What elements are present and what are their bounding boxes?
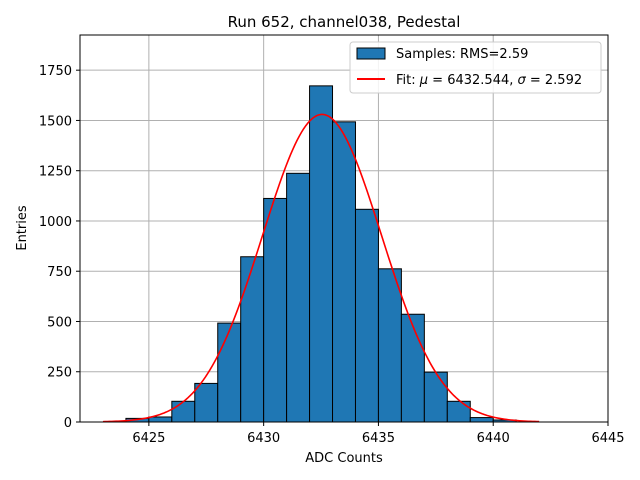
- histogram-bar: [469, 417, 494, 423]
- x-axis-label: ADC Counts: [305, 451, 383, 466]
- legend-box: [349, 41, 602, 94]
- legend-fit-text-3: = 2.592: [526, 73, 582, 88]
- chart-title: Run 652, channel038, Pedestal: [228, 13, 461, 31]
- y-tick-label: 1500: [39, 114, 72, 129]
- histogram-bars: [125, 85, 517, 423]
- x-tick-label: 6435: [362, 431, 395, 446]
- y-tick-label: 1000: [39, 215, 72, 230]
- x-tick-label: 6430: [247, 431, 280, 446]
- y-axis-label: Entries: [15, 205, 30, 251]
- histogram-bar: [423, 371, 448, 423]
- y-tick-label: 750: [47, 265, 72, 280]
- histogram-bar: [309, 85, 334, 423]
- axis-ticks: 6425 6430 6435 6440 6445 0 250 500 750 1000 1250 15…: [39, 64, 625, 446]
- legend-swatch-samples: [356, 47, 386, 60]
- histogram-bar: [286, 172, 311, 423]
- legend-label-fit: Fit: μ = 6432.544, σ = 2.592: [396, 73, 582, 88]
- y-tick-label: 1250: [39, 165, 72, 180]
- fit-line: [102, 113, 540, 423]
- y-tick-label: 500: [47, 315, 72, 330]
- histogram-bar: [354, 208, 379, 423]
- histogram-bar: [377, 268, 402, 423]
- x-tick-label: 6445: [591, 431, 624, 446]
- y-tick-label: 1750: [39, 64, 72, 79]
- y-tick-label: 250: [47, 366, 72, 381]
- legend-fit-mu-symbol: μ: [419, 73, 428, 88]
- plot-frame: [79, 34, 609, 423]
- histogram-bar: [332, 121, 356, 423]
- x-tick-label: 6440: [477, 431, 510, 446]
- histogram-bar: [194, 382, 219, 423]
- histogram-bar: [217, 322, 242, 423]
- legend-fit-sigma-symbol: σ: [518, 73, 527, 88]
- legend-label-samples: Samples: RMS=2.59: [396, 47, 528, 62]
- histogram-bar: [446, 400, 471, 423]
- fit-curve: [102, 113, 540, 423]
- histogram-bar: [171, 400, 196, 423]
- legend: Samples: RMS=2.59 Fit: μ = 6432.544, σ =…: [349, 41, 602, 94]
- histogram-bar: [263, 197, 288, 423]
- histogram-bar: [400, 313, 425, 423]
- histogram-bar: [148, 416, 173, 423]
- histogram-bar: [240, 256, 265, 423]
- y-tick-label: 0: [64, 416, 72, 431]
- legend-fit-text-2: = 6432.544,: [428, 73, 517, 88]
- legend-fit-text-1: Fit:: [396, 73, 420, 88]
- x-tick-label: 6425: [132, 431, 165, 446]
